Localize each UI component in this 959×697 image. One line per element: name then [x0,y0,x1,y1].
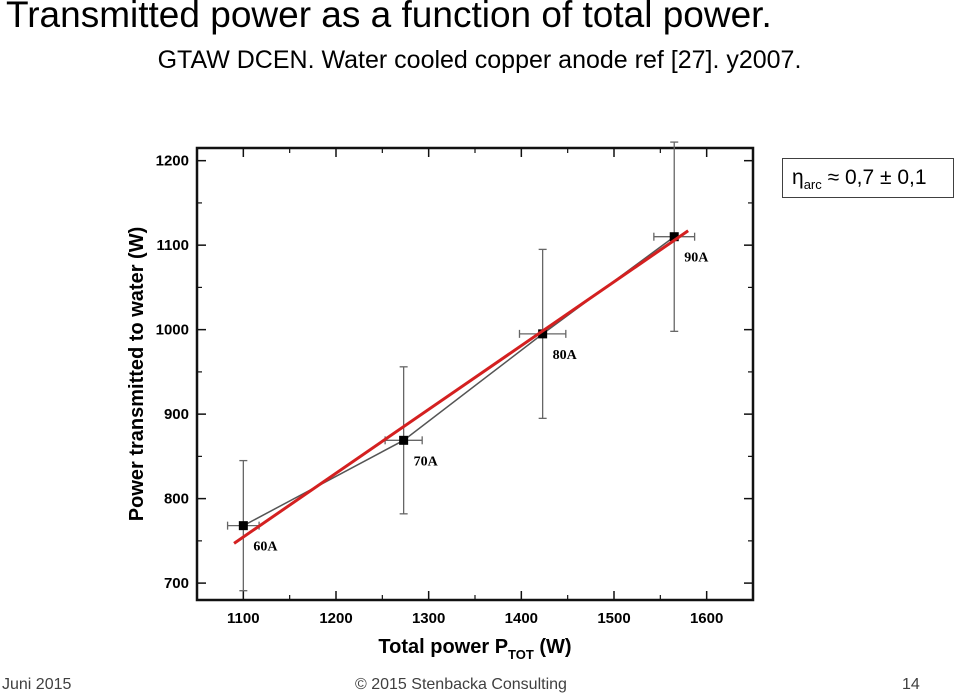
eta-symbol: η [792,166,804,189]
footer-copyright: © 2015 Stenbacka Consulting [355,676,567,693]
slide-title: Transmitted power as a function of total… [6,0,772,35]
y-axis-ticks: 700 800 900 1000 1100 1200 [156,153,753,592]
x-tick-label: 1600 [690,610,723,627]
y-tick-label: 1200 [156,153,189,170]
y-tick-label: 1000 [156,322,189,339]
data-point [238,521,248,531]
x-tick-label: 1200 [319,610,352,627]
data-point-label: 70A [414,454,439,469]
x-tick-label: 1300 [412,610,445,627]
data-point-label: 60A [253,540,278,555]
data-series: 60A 70A 80A 90A [226,141,709,592]
y-tick-label: 800 [164,491,189,508]
x-tick-label: 1100 [227,610,260,627]
efficiency-annotation: ηarc ≈ 0,7 ± 0,1 [782,158,954,198]
x-tick-label: 1500 [597,610,630,627]
linear-fit-line [233,229,689,545]
x-axis-label: Total power PTOT (W) [378,636,571,662]
y-tick-label: 1100 [156,237,189,254]
series-connecting-line [242,236,675,527]
data-point [538,329,548,339]
plot-frame [195,146,755,602]
y-tick-label: 700 [164,575,189,592]
slide-subtitle: GTAW DCEN. Water cooled copper anode ref… [157,46,802,74]
x-axis-ticks: 1100 1200 1300 1400 1500 1600 [227,148,723,627]
y-axis-label: Power transmitted to water (W) [126,227,148,521]
x-tick-label: 1400 [505,610,538,627]
data-point-label: 80A [553,348,578,363]
eta-value: ≈ 0,7 ± 0,1 [821,166,927,189]
fit-line-group [233,229,689,545]
data-point [399,435,409,445]
footer-page-number: 14 [902,676,920,693]
y-tick-label: 900 [164,406,189,423]
data-point-label: 90A [684,251,709,266]
eta-subscript: arc [803,177,822,193]
footer-date: Juni 2015 [2,676,72,693]
data-point [669,232,679,242]
